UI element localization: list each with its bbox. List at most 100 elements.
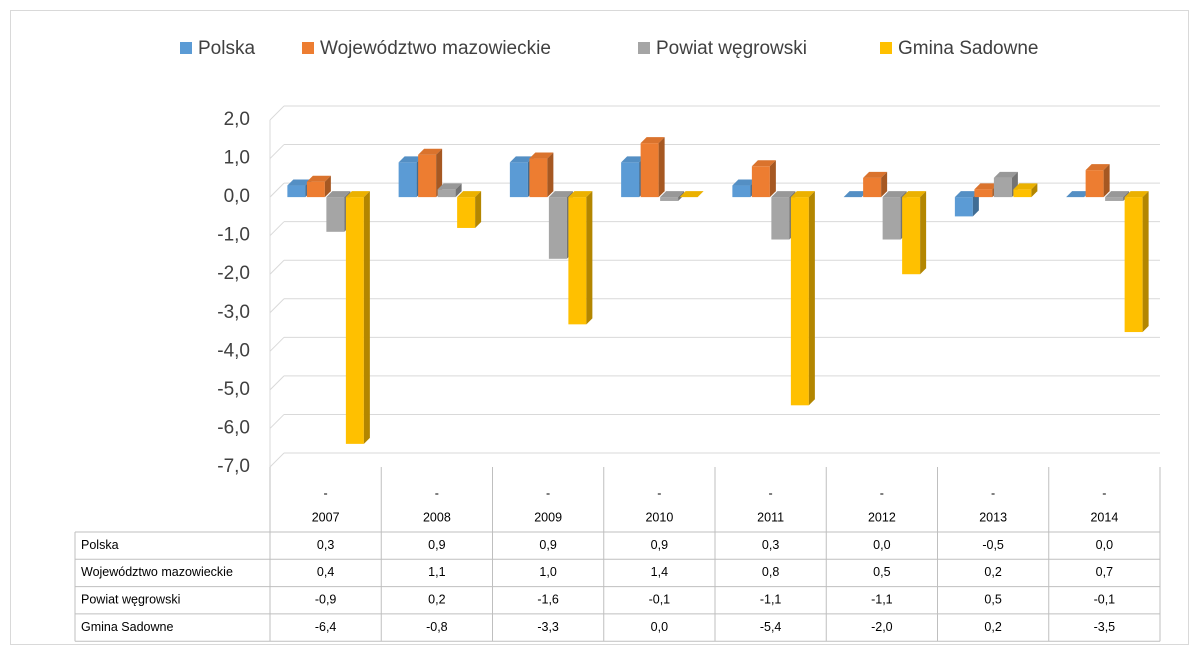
legend-label: Polska (198, 38, 255, 59)
legend-label: Gmina Sadowne (898, 38, 1038, 59)
bar-top (902, 191, 927, 198)
table-value: -0,9 (315, 593, 337, 607)
bar-side (920, 191, 927, 275)
bar (529, 152, 554, 198)
bar-top (771, 191, 796, 198)
table-value: -5,4 (760, 620, 782, 634)
y-tick-label: 1,0 (224, 148, 250, 169)
bar-front (529, 158, 548, 198)
bar (640, 137, 665, 198)
bar-side (769, 160, 776, 198)
bar (679, 191, 704, 198)
bar (902, 191, 927, 275)
bar-front (345, 197, 364, 444)
bar-front (1013, 189, 1032, 198)
bar-front (568, 197, 587, 325)
grid-line-depth (269, 414, 285, 429)
grid-line (269, 336, 1160, 352)
table-value: 0,5 (873, 565, 890, 579)
bar-top (1124, 191, 1149, 198)
table-value: 1,4 (651, 565, 668, 579)
table-value: 0,0 (873, 538, 890, 552)
grid-line-depth (269, 259, 285, 275)
bar-top (732, 179, 757, 186)
bar-front (771, 197, 790, 240)
bar-front (457, 197, 476, 228)
grid-line (269, 144, 1160, 159)
bar-side (475, 191, 482, 228)
x-tick-upper-label: - (880, 486, 884, 500)
x-tick-upper-label: - (1102, 486, 1106, 500)
table-value: 0,0 (651, 620, 668, 634)
bar-side (586, 191, 593, 325)
bar-front (993, 177, 1012, 198)
table-value: 0,9 (428, 538, 445, 552)
table-value: -1,6 (537, 593, 559, 607)
chart-border (10, 10, 1189, 645)
y-tick-label: -2,0 (217, 263, 250, 284)
bar-side (658, 137, 665, 198)
bar-side (972, 191, 979, 217)
bar-top (548, 191, 573, 198)
grid-line-depth (269, 336, 285, 352)
bar-front (660, 197, 679, 201)
bar-top (790, 191, 815, 198)
bar-front (974, 189, 993, 198)
y-tick-label: -3,0 (217, 302, 250, 323)
bar-top (287, 179, 312, 186)
y-tick-label: -7,0 (217, 456, 250, 477)
x-tick-upper-label: - (769, 486, 773, 500)
bar (1013, 183, 1038, 198)
y-tick-label: -5,0 (217, 379, 250, 400)
grid-line (269, 259, 1160, 275)
bar-top (326, 191, 351, 198)
x-tick-label: 2014 (1090, 510, 1118, 524)
legend-swatch (302, 42, 314, 54)
bar-side (808, 191, 815, 406)
table-value: -3,5 (1094, 620, 1116, 634)
table-value: 1,1 (428, 565, 445, 579)
table-value: 0,4 (317, 565, 334, 579)
table-value: -0,1 (649, 593, 671, 607)
x-tick-upper-label: - (657, 486, 661, 500)
table-value: 0,2 (984, 620, 1001, 634)
bar (306, 175, 331, 198)
grid-line (269, 413, 1160, 429)
table-value: -1,1 (871, 593, 893, 607)
bar (863, 171, 888, 198)
bar-top (954, 191, 979, 198)
bar (1124, 191, 1149, 333)
x-tick-upper-label: - (991, 486, 995, 500)
bar-front (548, 197, 567, 259)
table-value: 0,8 (762, 565, 779, 579)
table-row-label: Województwo mazowieckie (81, 565, 233, 579)
bar-top (993, 171, 1018, 178)
bar-front (790, 197, 809, 406)
table-value: 0,7 (1096, 565, 1113, 579)
bar-side (547, 152, 554, 198)
bar-side (324, 175, 331, 198)
bar-side (363, 191, 370, 444)
grid-line-depth (269, 298, 285, 314)
x-tick-label: 2011 (757, 510, 784, 524)
bar-top (398, 156, 423, 163)
grid-line-depth (269, 452, 285, 468)
x-tick-label: 2012 (868, 510, 896, 524)
grid-line-depth (269, 221, 285, 237)
table-value: 0,3 (762, 538, 779, 552)
bar-top (974, 183, 999, 190)
bar-top (1013, 183, 1038, 190)
bar-top (1085, 164, 1110, 171)
bar-top (621, 156, 646, 163)
table-value: 0,3 (317, 538, 334, 552)
bar-front (954, 197, 973, 217)
bar-side (1142, 191, 1149, 333)
bar-top (660, 191, 685, 198)
bar-front (418, 154, 437, 198)
legend-swatch (880, 42, 892, 54)
table-value: 0,0 (1096, 538, 1113, 552)
bar-front (751, 166, 770, 198)
bar-front (902, 197, 921, 275)
bar (437, 183, 462, 198)
